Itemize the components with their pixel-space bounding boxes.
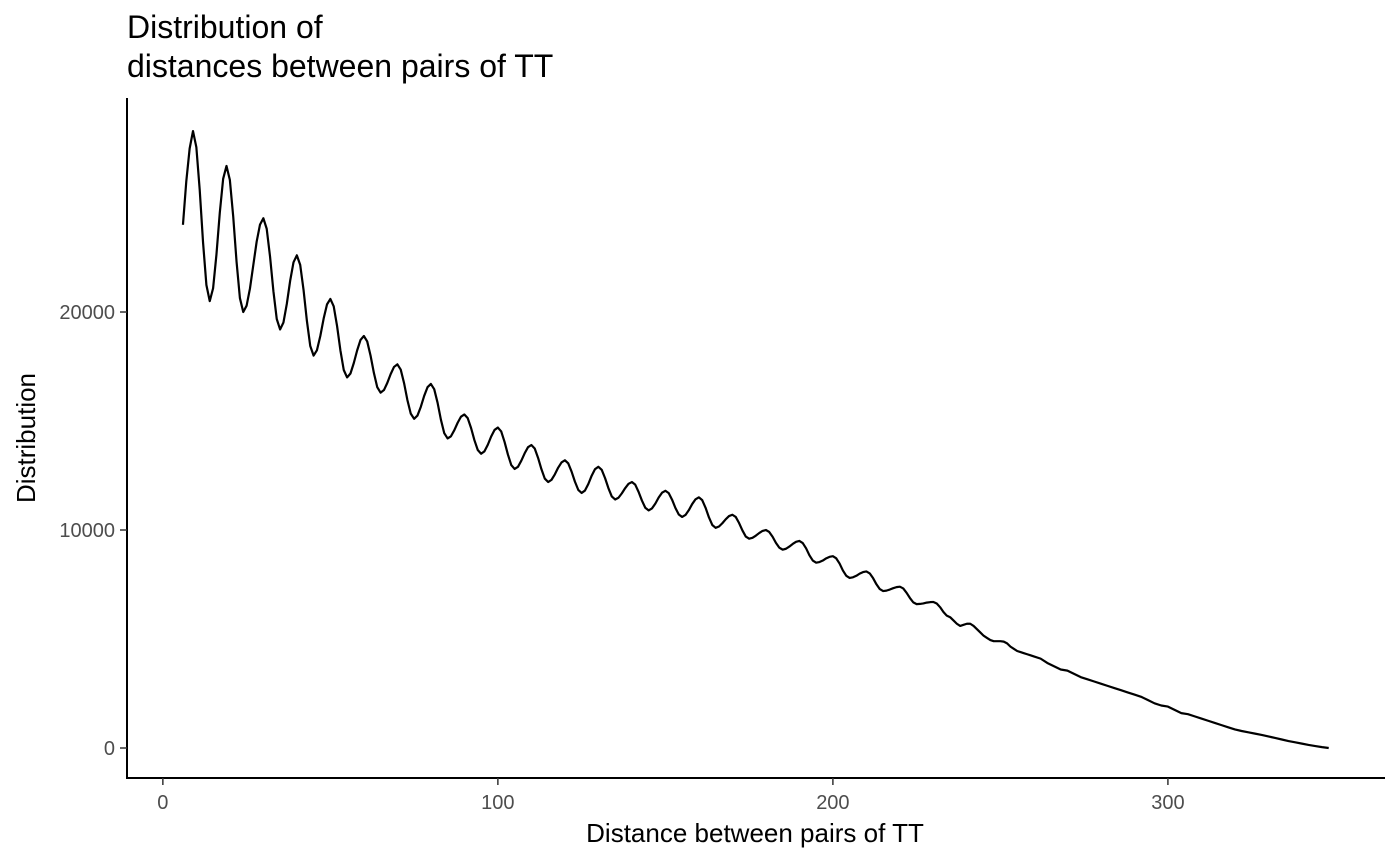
x-axis-title: Distance between pairs of TT xyxy=(586,818,924,848)
y-tick-label: 0 xyxy=(104,738,115,760)
data-line xyxy=(181,129,1329,750)
chart-title-line: distances between pairs of TT xyxy=(127,48,553,84)
y-tick-label: 10000 xyxy=(59,520,115,542)
x-tick-label: 0 xyxy=(157,792,168,814)
y-tick-label: 20000 xyxy=(59,302,115,324)
chart-title-line: Distribution of xyxy=(127,9,323,45)
x-tick-label: 200 xyxy=(816,792,849,814)
x-tick-label: 300 xyxy=(1151,792,1184,814)
x-tick-label: 100 xyxy=(481,792,514,814)
y-axis-title: Distribution xyxy=(11,373,41,503)
